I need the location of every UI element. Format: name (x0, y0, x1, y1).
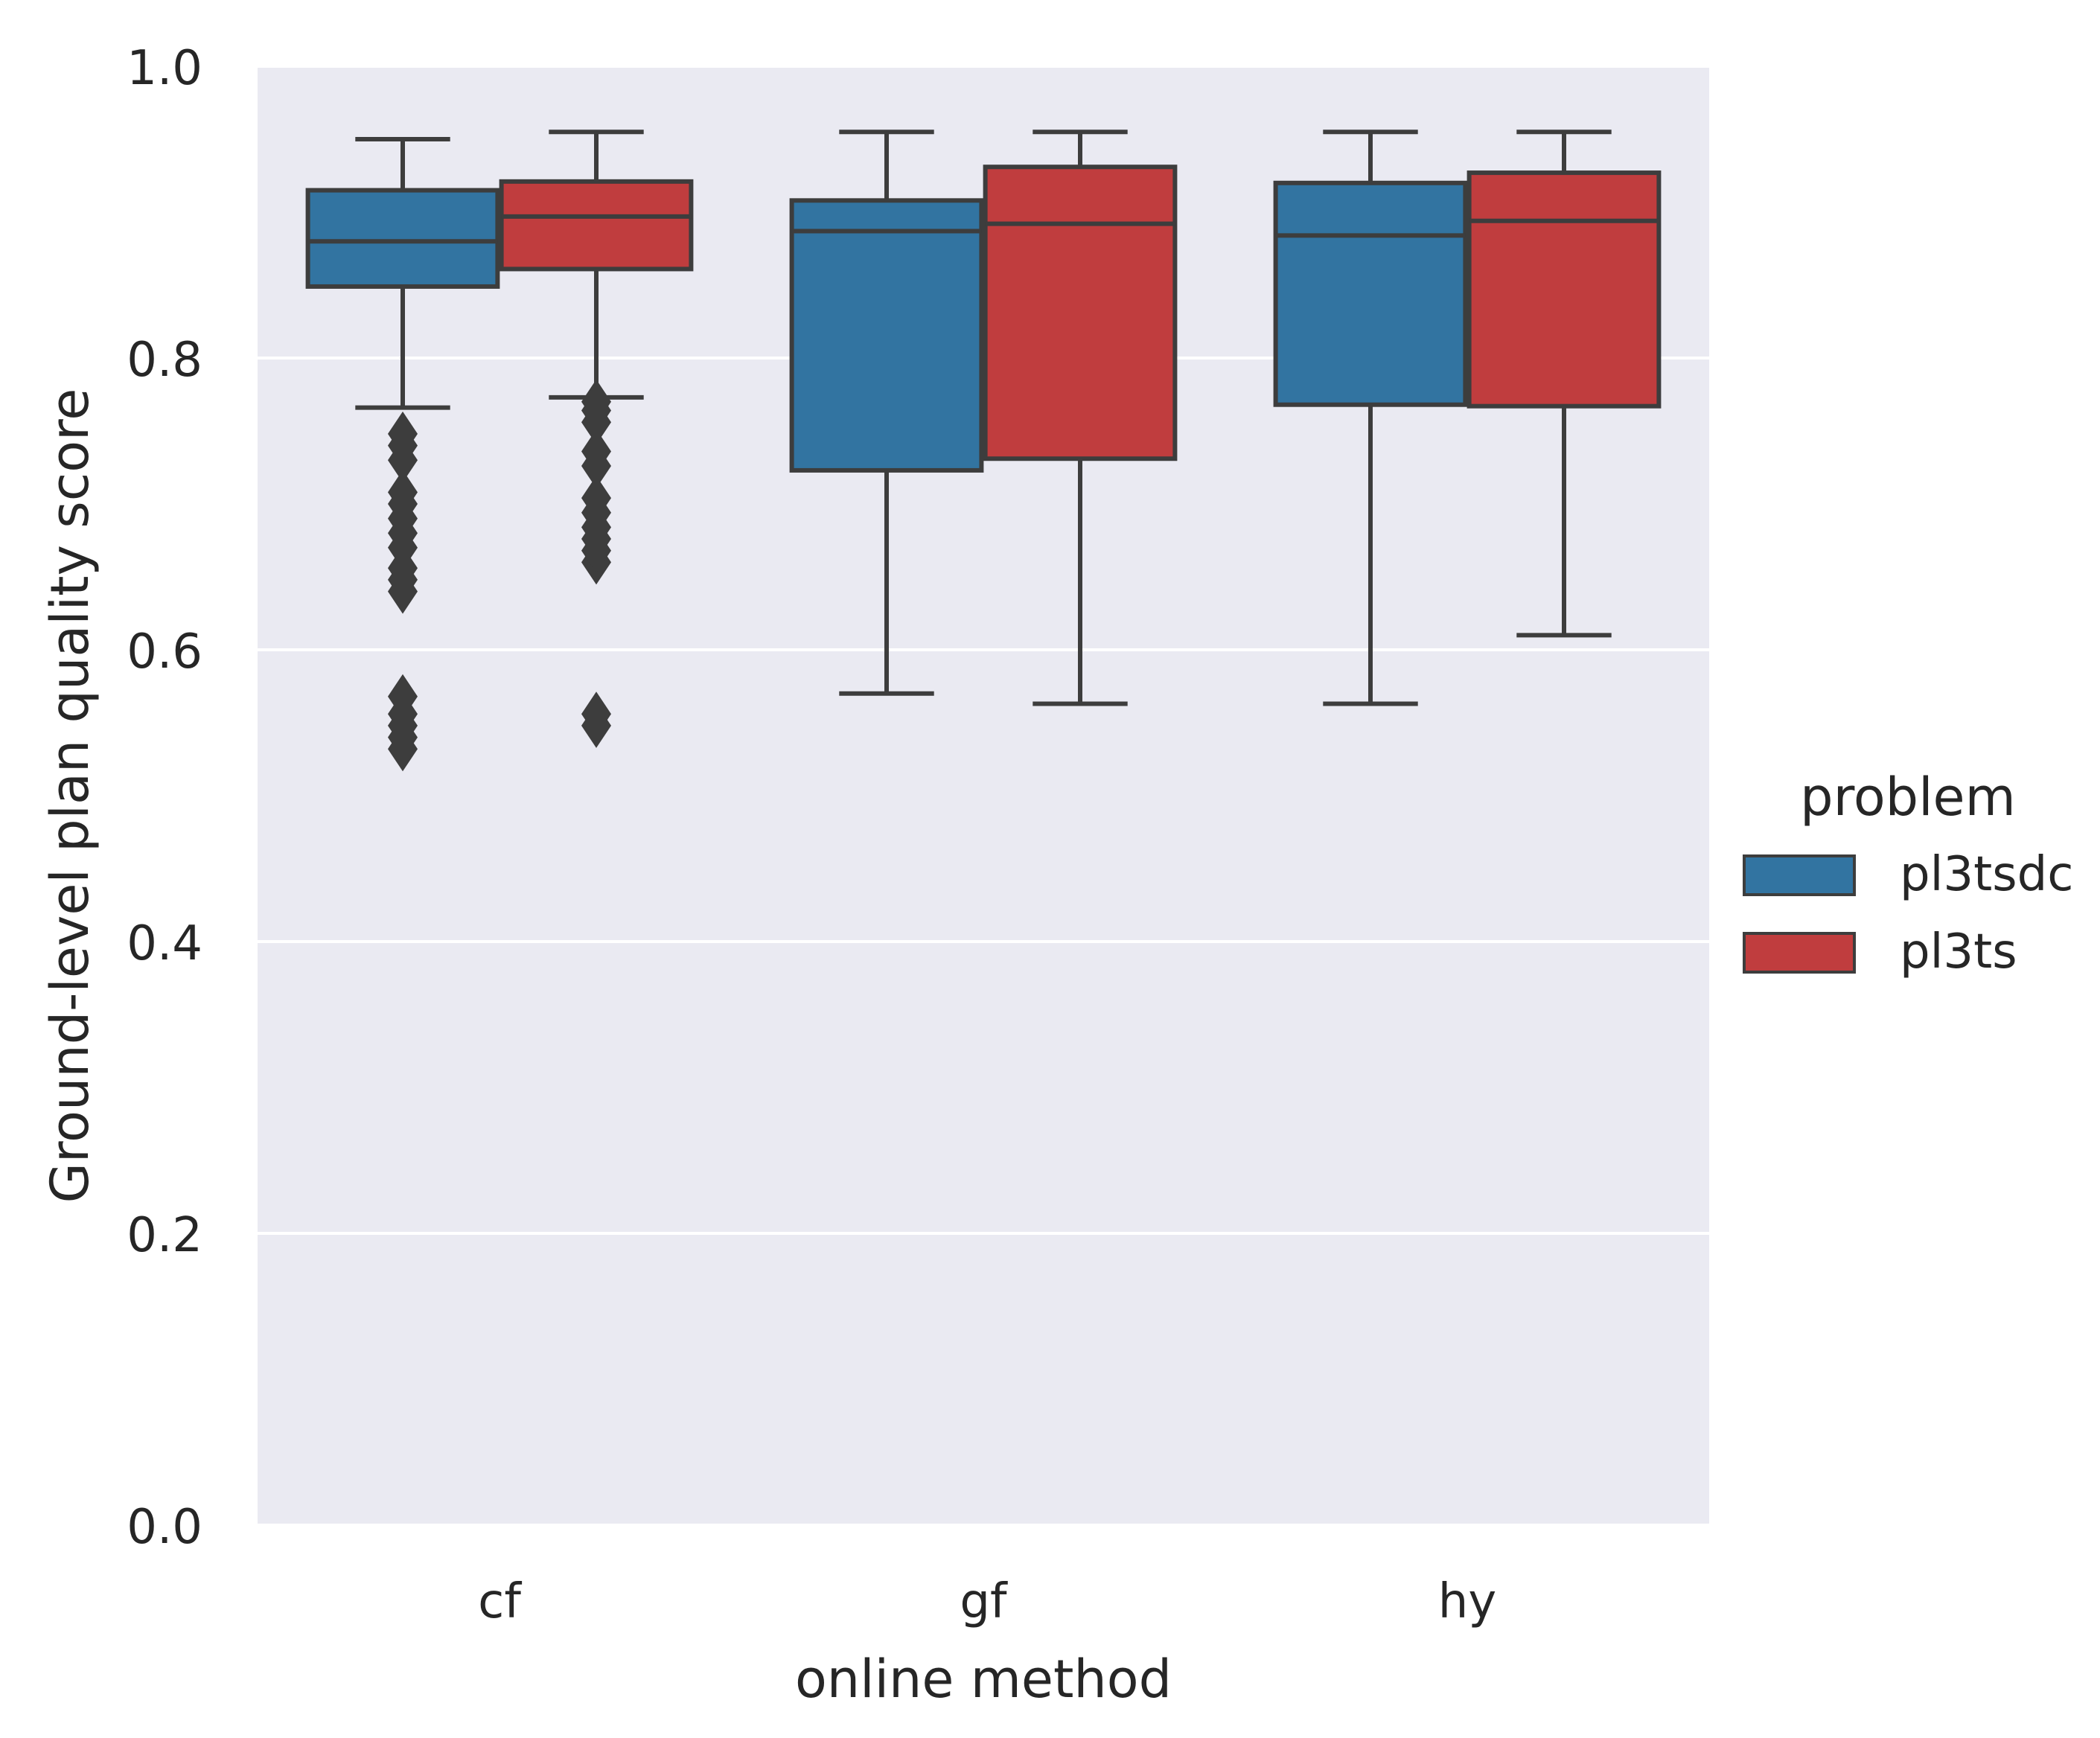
legend-swatch (1743, 854, 1856, 896)
y-tick-label: 1.0 (127, 41, 202, 96)
outlier-point (581, 691, 611, 737)
box-pl3tsdc-gf (789, 130, 984, 696)
y-tick-label: 0.0 (127, 1500, 202, 1555)
legend: problem pl3tsdc pl3ts (1743, 767, 2073, 980)
y-axis-label: Ground-level plan quality score (39, 389, 100, 1204)
legend-item-pl3tsdc: pl3tsdc (1743, 847, 2073, 902)
box-iqr (499, 179, 694, 272)
box-pl3ts-hy (1467, 130, 1662, 638)
box-pl3ts-cf (499, 130, 694, 748)
legend-label: pl3tsdc (1900, 847, 2073, 902)
y-tick-label: 0.8 (127, 333, 202, 388)
outlier-point (581, 429, 611, 474)
legend-item-pl3ts: pl3ts (1743, 924, 2017, 980)
box-iqr (305, 188, 500, 289)
x-tick-label: cf (478, 1574, 522, 1629)
legend-items: pl3tsdc pl3ts (1743, 847, 2073, 980)
box-iqr (983, 164, 1178, 461)
outlier-point (581, 379, 611, 424)
legend-label: pl3ts (1900, 924, 2017, 980)
x-tick-label: hy (1438, 1574, 1496, 1629)
box-iqr (1467, 170, 1662, 409)
box-iqr (789, 198, 984, 473)
x-tick-labels: cf gf hy (478, 1574, 1496, 1629)
outlier-point (388, 674, 418, 719)
y-tick-label: 0.4 (127, 916, 202, 971)
box-iqr (1273, 180, 1468, 407)
y-gridlines (258, 65, 1709, 1527)
y-tick-labels: 0.0 0.2 0.4 0.6 0.8 1.0 (127, 41, 202, 1555)
legend-swatch (1743, 932, 1856, 974)
outlier-point (388, 411, 418, 456)
box-pl3ts-gf (983, 130, 1178, 706)
outlier-point (388, 470, 418, 515)
y-tick-label: 0.6 (127, 624, 202, 680)
x-axis-label: online method (795, 1649, 1172, 1710)
box-pl3tsdc-hy (1273, 130, 1468, 706)
y-tick-label: 0.2 (127, 1208, 202, 1263)
legend-title: problem (1800, 767, 2016, 828)
box-series (305, 130, 1662, 772)
box-pl3tsdc-cf (305, 137, 500, 772)
x-tick-label: gf (960, 1574, 1008, 1629)
outlier-point (581, 476, 611, 521)
